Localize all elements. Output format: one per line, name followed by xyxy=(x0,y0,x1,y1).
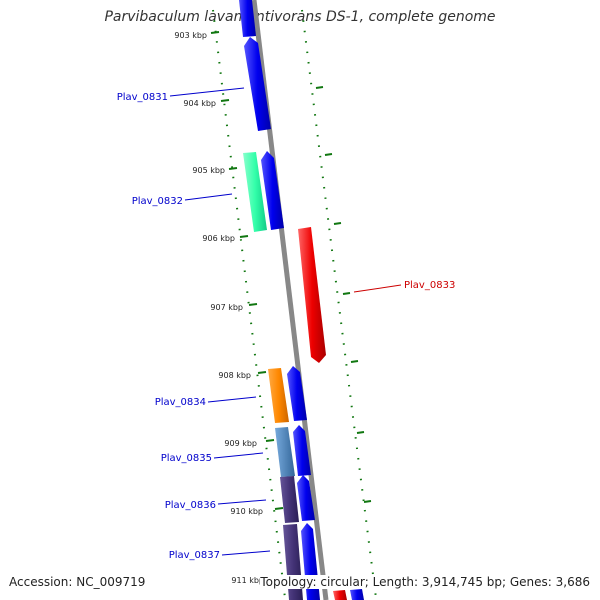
kbp-label-910: 910 kbp xyxy=(230,507,263,516)
gene-label-plav-0835[interactable]: Plav_0835 xyxy=(161,453,212,464)
gene-arrow-plav-0832[interactable] xyxy=(261,151,284,230)
gene-arrow-partial-red[interactable] xyxy=(333,590,347,600)
label-connectors xyxy=(169,87,402,556)
outer-scale-line xyxy=(301,9,377,599)
gene-arrow-plav-0836[interactable] xyxy=(297,475,315,521)
gene-arrow-partial-top[interactable] xyxy=(239,0,256,37)
gene-arrow-partial-blue[interactable] xyxy=(350,589,364,600)
gene-label-plav-0836[interactable]: Plav_0836 xyxy=(165,500,216,511)
gene-arrow-plav-0835[interactable] xyxy=(293,425,311,476)
gene-label-plav-0837[interactable]: Plav_0837 xyxy=(169,550,220,561)
inner-scale-line xyxy=(212,9,286,599)
gene-label-plav-0833[interactable]: Plav_0833 xyxy=(404,280,455,291)
gene-label-plav-0831[interactable]: Plav_0831 xyxy=(117,92,168,103)
gene-arrow-plav-0834[interactable] xyxy=(287,366,307,421)
gene-cog-band-plav-0832[interactable] xyxy=(243,152,267,232)
gene-cog-band-plav-0834[interactable] xyxy=(268,368,289,423)
kbp-ticks xyxy=(210,31,284,510)
gene-arrow-plav-0833[interactable] xyxy=(298,227,326,363)
kbp-label-905: 905 kbp xyxy=(192,166,225,175)
kbp-label-906: 906 kbp xyxy=(202,234,235,243)
kbp-label-904: 904 kbp xyxy=(183,99,216,108)
gene-label-plav-0832[interactable]: Plav_0832 xyxy=(132,196,183,207)
topology-label: Topology: circular; Length: 3,914,745 bp… xyxy=(260,575,590,589)
accession-label: Accession: NC_009719 xyxy=(9,575,146,589)
gene-cog-band-plav-0835[interactable] xyxy=(275,427,295,477)
gene-label-plav-0834[interactable]: Plav_0834 xyxy=(155,397,206,408)
kbp-label-908: 908 kbp xyxy=(218,371,251,380)
outer-ticks xyxy=(315,86,372,503)
page-title: Parvibaculum lavamentivorans DS-1, compl… xyxy=(104,9,496,25)
kbp-label-911: 911 kbp xyxy=(231,576,264,585)
kbp-label-909: 909 kbp xyxy=(224,439,257,448)
kbp-label-907: 907 kbp xyxy=(210,303,243,312)
kbp-label-903: 903 kbp xyxy=(174,31,207,40)
gene-cog-band-plav-0836[interactable] xyxy=(280,476,299,523)
gene-arrow-plav-0831[interactable] xyxy=(244,37,271,131)
